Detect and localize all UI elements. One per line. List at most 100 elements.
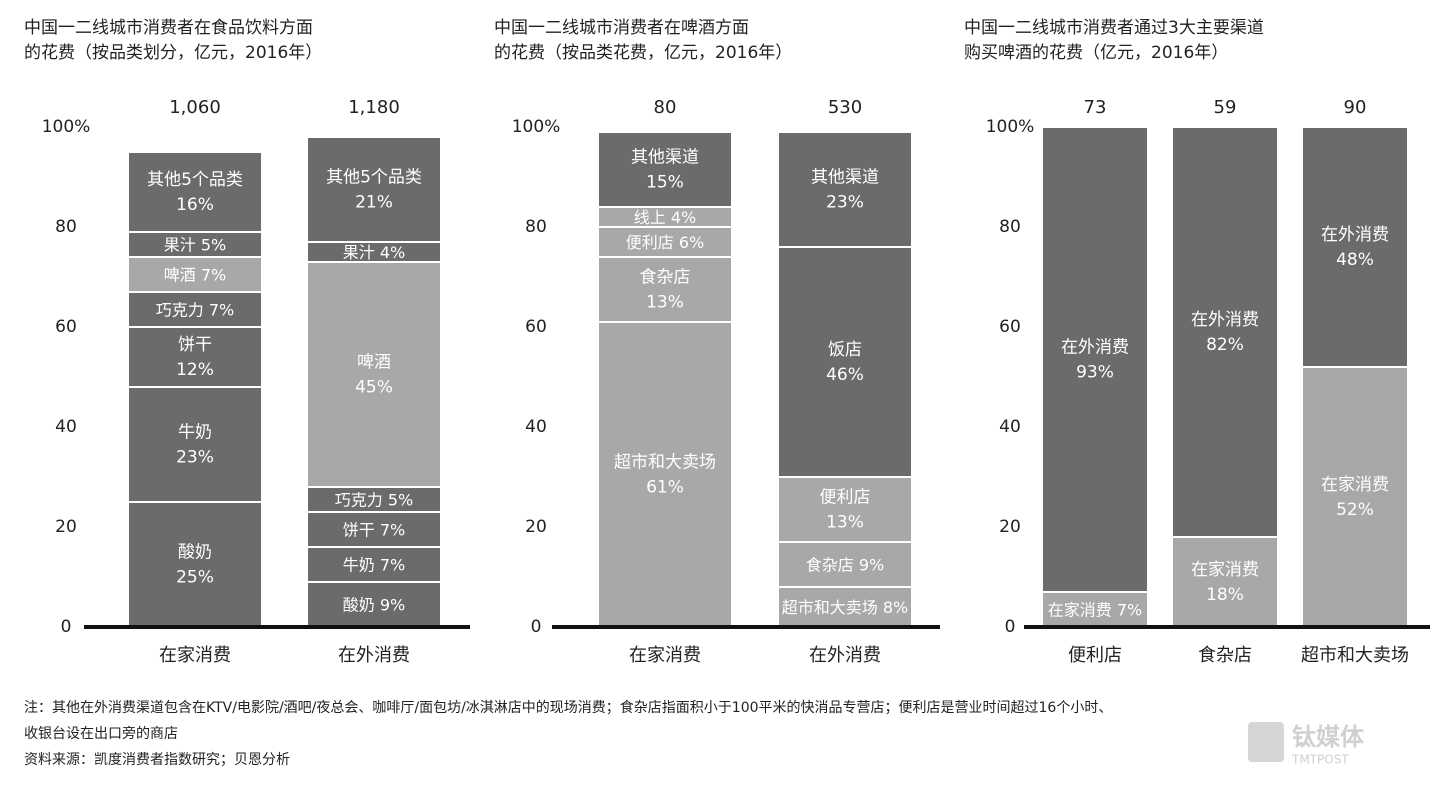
segment-label: 便利店6% (626, 233, 704, 252)
segment-label: 果汁 5% (164, 235, 226, 254)
y-tick-label: 100% (512, 117, 561, 137)
y-tick-label: 60 (55, 317, 77, 337)
segment-label: 超市和大卖场8% (782, 598, 908, 617)
y-tick-label: 80 (525, 217, 547, 237)
segment-value: 7% (380, 555, 405, 574)
chart-title: 购买啤酒的花费（亿元，2016年） (964, 43, 1228, 63)
segment-name: 酸奶 (343, 595, 375, 614)
segment-name: 其他5个品类 (326, 168, 422, 188)
segment-name: 在外消费 (1191, 310, 1259, 330)
segment-value: 82% (1206, 335, 1244, 355)
segment-value: 21% (355, 193, 393, 213)
segment-name: 啤酒 (164, 265, 196, 284)
x-tick-label: 超市和大卖场 (1301, 645, 1409, 666)
y-tick-label: 100% (986, 117, 1035, 137)
bar-segment (598, 322, 732, 627)
segment-value: 45% (355, 378, 393, 398)
segment-value: 15% (646, 173, 684, 193)
segment-name: 其他渠道 (811, 168, 879, 188)
segment-label: 饼干7% (343, 520, 405, 539)
segment-value: 9% (859, 555, 884, 574)
bar-segment (128, 152, 262, 232)
y-tick-label: 40 (999, 417, 1021, 437)
chart-title: 中国一二线城市消费者在啤酒方面 (494, 18, 749, 38)
segment-value: 5% (201, 235, 226, 254)
segment-label: 巧克力5% (335, 490, 413, 509)
segment-value: 46% (826, 365, 864, 385)
segment-value: 18% (1206, 585, 1244, 605)
segment-name: 在家消费 (1048, 600, 1112, 619)
segment-name: 饼干 (178, 335, 212, 355)
y-tick-label: 0 (61, 617, 72, 637)
segment-label: 线上4% (634, 208, 696, 227)
x-tick-label: 在外消费 (338, 645, 410, 666)
segment-value: 6% (679, 233, 704, 252)
bar-total: 1,180 (348, 97, 400, 118)
segment-name: 牛奶 (178, 423, 212, 443)
segment-value: 4% (380, 243, 405, 262)
bar-segment (1302, 367, 1408, 627)
y-tick-label: 60 (525, 317, 547, 337)
bar-segment (1172, 537, 1278, 627)
x-tick-label: 食杂店 (1198, 645, 1252, 666)
segment-name: 在外消费 (1321, 225, 1389, 245)
bar-total: 80 (654, 97, 677, 118)
bar-segment (128, 387, 262, 502)
chart-title: 中国一二线城市消费者通过3大主要渠道 (964, 18, 1264, 38)
segment-label: 在家消费 7% (1048, 600, 1142, 619)
segment-value: 23% (176, 448, 214, 468)
segment-name: 在家消费 (1321, 475, 1389, 495)
watermark: TMTPOST (1291, 753, 1349, 767)
bar-total: 90 (1344, 97, 1367, 118)
y-tick-label: 60 (999, 317, 1021, 337)
note: 收银台设在出口旁的商店 (24, 725, 178, 742)
bar-segment (1042, 127, 1148, 592)
watermark-logo (1248, 722, 1284, 762)
segment-value: 7% (209, 300, 234, 319)
segment-value: 7% (1117, 600, 1142, 619)
segment-value: 93% (1076, 363, 1114, 383)
y-tick-label: 80 (999, 217, 1021, 237)
segment-value: 12% (176, 360, 214, 380)
y-tick-label: 100% (42, 117, 91, 137)
segment-name: 线上 (634, 208, 666, 227)
segment-label: 果汁4% (343, 243, 405, 262)
segment-label: 食杂店 9% (806, 555, 884, 574)
segment-name: 在外消费 (1061, 338, 1129, 358)
x-tick-label: 在家消费 (159, 645, 231, 666)
x-tick-label: 在外消费 (809, 645, 881, 666)
segment-name: 饭店 (828, 340, 862, 360)
segment-label: 巧克力7% (156, 300, 234, 319)
segment-value: 61% (646, 478, 684, 498)
segment-name: 酸奶 (178, 543, 212, 563)
bar-segment (778, 132, 912, 247)
bar-segment (307, 137, 441, 242)
y-tick-label: 0 (531, 617, 542, 637)
bar-total: 59 (1214, 97, 1237, 118)
segment-value: 8% (883, 598, 908, 617)
chart-title: 的花费（按品类划分，亿元，2016年） (24, 43, 322, 63)
y-tick-label: 40 (55, 417, 77, 437)
bar-segment (307, 262, 441, 487)
bar-total: 530 (828, 97, 862, 118)
segment-name: 果汁 (164, 235, 196, 254)
segment-value: 7% (201, 265, 226, 284)
bar-segment (128, 502, 262, 627)
segment-value: 23% (826, 193, 864, 213)
segment-value: 25% (176, 568, 214, 588)
segment-value: 16% (176, 195, 214, 215)
bar-segment (1302, 127, 1408, 367)
x-tick-label: 在家消费 (629, 645, 701, 666)
segment-name: 超市和大卖场 (614, 453, 716, 473)
y-tick-label: 20 (525, 517, 547, 537)
segment-name: 在家消费 (1191, 560, 1259, 580)
y-tick-label: 20 (999, 517, 1021, 537)
segment-value: 13% (826, 513, 864, 533)
y-tick-label: 40 (525, 417, 547, 437)
segment-name: 其他渠道 (631, 148, 699, 168)
segment-name: 食杂店 (806, 555, 854, 574)
note: 注：其他在外消费渠道包含在KTV/电影院/酒吧/夜总会、咖啡厅/面包坊/冰淇淋店… (24, 699, 1112, 716)
segment-name: 牛奶 (343, 555, 375, 574)
segment-name: 饼干 (343, 520, 375, 539)
segment-value: 48% (1336, 250, 1374, 270)
